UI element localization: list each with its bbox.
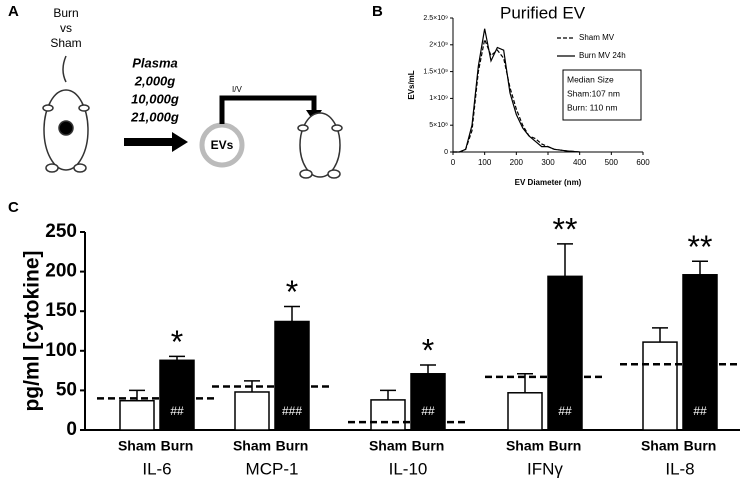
y-tick-label: 1×10⁹ (429, 95, 448, 102)
chart-title: Purified EV (500, 3, 586, 22)
x-tick-label: 300 (541, 158, 555, 167)
inner-label: ## (170, 404, 184, 418)
error-bar (169, 355, 185, 361)
y-axis-label: pg/ml [cytokine] (21, 250, 44, 411)
group-label: Burn (161, 438, 194, 454)
panel-label: B (372, 3, 383, 20)
group-label: Burn (412, 438, 445, 454)
bar (274, 320, 310, 431)
route-label: I/V (232, 85, 242, 94)
bar (547, 275, 583, 431)
bar (234, 391, 270, 431)
group-label: Sham (50, 36, 81, 50)
legend-label: Sham MV (579, 33, 615, 42)
x-tick-label: 100 (478, 158, 492, 167)
significance: * (171, 324, 183, 360)
annotation-text: Sham:107 nm (567, 88, 620, 98)
spin-speed: 2,000g (134, 73, 176, 88)
series-line (453, 28, 580, 153)
group-label: Sham (506, 438, 544, 454)
inner-label: ## (558, 404, 572, 418)
y-tick-label: 5×10⁸ (429, 122, 448, 129)
error-bar (380, 389, 396, 400)
panel-label: C (8, 199, 19, 216)
annotation-box (562, 69, 642, 121)
mouse-icon (297, 112, 343, 179)
significance: * (422, 333, 434, 369)
group-label: Sham (369, 438, 407, 454)
group-label: vs (60, 21, 72, 35)
x-tick-label: IL-10 (389, 459, 428, 478)
group-label: Burn (549, 438, 582, 454)
x-tick-label: 200 (510, 158, 524, 167)
x-tick-label: 0 (451, 158, 456, 167)
group-label: Burn (684, 438, 717, 454)
x-tick-label: 400 (573, 158, 587, 167)
y-tick-label: 100 (45, 340, 77, 361)
inner-label: ## (693, 404, 707, 418)
y-tick-label: 2.5×10⁹ (423, 15, 448, 22)
mouse-icon (42, 55, 90, 173)
error-bar (420, 364, 436, 374)
y-tick-label: 250 (45, 221, 77, 242)
bar (682, 274, 718, 431)
x-axis-label: EV Diameter (nm) (515, 178, 582, 187)
significance: * (286, 274, 298, 310)
y-tick-label: 200 (45, 261, 77, 282)
x-tick-label: 600 (636, 158, 650, 167)
spin-speed: 10,000g (131, 91, 179, 106)
y-tick-label: 2×10⁹ (429, 42, 448, 49)
group-label: Sham (641, 438, 679, 454)
group-label: Burn (53, 6, 78, 20)
inner-label: ### (282, 404, 302, 418)
bar (507, 392, 543, 431)
error-bar (652, 327, 668, 343)
legend-label: Burn MV 24h (579, 51, 626, 60)
y-tick-label: 0 (66, 419, 77, 440)
error-bar (692, 260, 708, 275)
arrow (124, 132, 188, 152)
significance: ** (688, 229, 713, 265)
bar (159, 359, 195, 431)
y-tick-label: 1.5×10⁹ (423, 68, 448, 75)
group-label: Sham (233, 438, 271, 454)
bar (410, 373, 446, 431)
group-label: Sham (118, 438, 156, 454)
inner-label: ## (421, 404, 435, 418)
bar (642, 341, 678, 431)
significance: ** (553, 211, 578, 247)
annotation-text: Median Size (567, 74, 614, 84)
y-tick-label: 50 (56, 379, 77, 400)
spin-speed: 21,000g (130, 109, 179, 124)
y-tick-label: 150 (45, 300, 77, 321)
vesicle-label: EVs (211, 138, 234, 152)
y-axis-label: EVs/mL (407, 70, 416, 99)
annotation-text: Burn: 110 nm (567, 102, 617, 112)
group-label: Burn (276, 438, 309, 454)
x-tick-label: MCP-1 (246, 459, 299, 478)
vesicle-icon (199, 122, 245, 168)
protocol-title: Plasma (132, 55, 178, 70)
error-bar (557, 243, 573, 277)
x-tick-label: IFNγ (527, 459, 563, 478)
bar (370, 399, 406, 431)
x-tick-label: IL-8 (665, 459, 694, 478)
bar (119, 399, 155, 431)
panel-label: A (8, 3, 19, 20)
error-bar (284, 305, 300, 322)
y-tick-label: 0 (444, 149, 448, 156)
x-tick-label: 500 (605, 158, 619, 167)
x-tick-label: IL-6 (142, 459, 171, 478)
arrow (219, 95, 317, 124)
